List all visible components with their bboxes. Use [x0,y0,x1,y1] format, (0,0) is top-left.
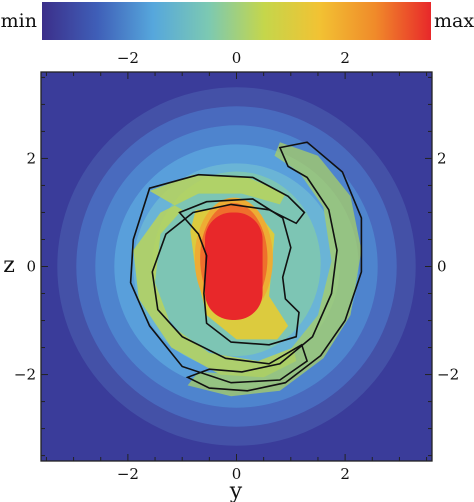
x-tick-label-top: 0 [232,49,242,67]
x-axis-label: y [229,479,243,502]
tick-labels: −2 −2 0 0 2 2 −2 −2 0 0 2 2 [14,49,459,483]
y-tick-label-right: 2 [437,149,447,167]
arm-right-fill [187,142,362,397]
y-axis-label: z [3,253,15,278]
colorbar-max-label: max [434,10,474,32]
core-red [205,212,263,320]
x-tick-label-bottom: 0 [232,465,242,483]
y-tick-label-left: −2 [14,366,36,384]
contour-right-arm [185,141,363,392]
contour-inner [178,198,300,346]
x-tick-label-bottom: 2 [340,465,350,483]
axis-ticks [41,72,432,461]
colorbar-min-label: min [1,10,37,32]
colorbar [42,2,431,40]
y-tick-label-right: −2 [437,366,459,384]
contour-left-arm [129,173,309,384]
y-tick-label-right: 0 [437,258,447,276]
x-tick-label-bottom: −2 [117,465,139,483]
heatmap [41,72,432,461]
contour-lines [129,141,363,392]
y-tick-label-left: 0 [26,258,36,276]
x-tick-label-top: 2 [340,49,350,67]
x-tick-label-top: −2 [117,49,139,67]
y-tick-label-left: 2 [26,149,36,167]
